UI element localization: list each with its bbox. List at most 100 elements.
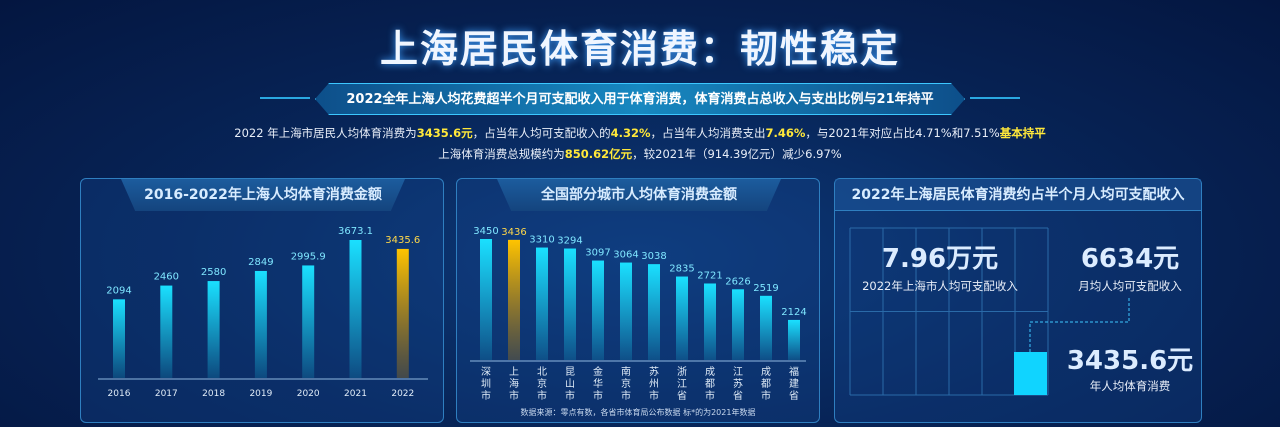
consumption-square <box>1014 352 1047 395</box>
bar <box>113 299 125 378</box>
tick-label: 2016 <box>108 389 131 399</box>
tick-label: 江 <box>733 366 743 378</box>
tick-label: 都 <box>761 378 771 390</box>
data-label: 2094 <box>106 285 131 296</box>
tick-label: 市 <box>593 389 603 402</box>
sport-consumption-value: 3435.6元 <box>1066 346 1194 376</box>
bar <box>396 248 409 378</box>
tick-label: 昆 <box>565 366 575 378</box>
data-label: 3294 <box>557 236 582 247</box>
bar <box>508 239 520 360</box>
tick-label: 市 <box>705 389 715 402</box>
tick-label: 南 <box>621 365 631 378</box>
tick-label: 市 <box>537 389 547 402</box>
bar <box>302 265 315 378</box>
data-label: 3450 <box>473 226 498 237</box>
monthly-income-caption: 月均人均可支配收入 <box>1078 279 1182 293</box>
banner-decoration-left <box>260 97 310 99</box>
tick-label: 江 <box>677 378 687 390</box>
tick-label: 省 <box>733 389 743 402</box>
monthly-income-value: 6634元 <box>1080 244 1180 274</box>
tick-label: 福 <box>789 365 799 378</box>
panel-title: 2022年上海居民体育消费约占半个月人均可支配收入 <box>835 179 1201 211</box>
tick-label: 都 <box>705 378 715 390</box>
tick-label: 成 <box>761 366 771 378</box>
bar <box>254 270 267 378</box>
tick-label: 市 <box>481 389 491 402</box>
banner-decoration-right <box>970 97 1020 99</box>
bar <box>788 319 800 360</box>
tick-label: 华 <box>593 377 603 390</box>
tick-label: 市 <box>509 389 519 402</box>
tick-label: 省 <box>789 389 799 402</box>
bar <box>480 239 492 360</box>
bar <box>207 281 220 378</box>
data-label: 2626 <box>725 276 750 287</box>
tick-label: 2017 <box>155 389 178 399</box>
tick-label: 州 <box>649 378 659 390</box>
bar <box>620 262 632 360</box>
data-label: 2519 <box>753 283 778 294</box>
data-source-note: 数据来源：零点有数，各省市体育局公布数据 标*的为2021年数据 <box>520 408 756 417</box>
bar <box>592 260 604 360</box>
tick-label: 2021 <box>344 389 367 399</box>
panel-title: 全国部分城市人均体育消费金额 <box>497 179 781 211</box>
data-label: 3097 <box>585 248 610 259</box>
tick-label: 苏 <box>733 377 743 390</box>
tick-label: 京 <box>537 377 547 390</box>
tick-label: 京 <box>621 377 631 390</box>
tick-label: 北 <box>537 366 547 378</box>
tick-label: 浙 <box>677 366 687 378</box>
bar <box>536 247 548 360</box>
tick-label: 苏 <box>649 365 659 378</box>
tick-label: 上 <box>509 366 519 378</box>
tick-label: 2022 <box>391 389 414 399</box>
data-label: 3310 <box>529 235 554 246</box>
data-label: 3064 <box>613 250 638 261</box>
bar <box>648 264 660 360</box>
data-label: 3436 <box>501 227 526 238</box>
tick-label: 2020 <box>297 389 320 399</box>
income-value: 7.96万元 <box>881 244 999 274</box>
tick-label: 市 <box>565 389 575 402</box>
tick-label: 市 <box>761 389 771 402</box>
tick-label: 山 <box>565 378 575 390</box>
bar <box>160 285 173 378</box>
tick-label: 省 <box>677 389 687 402</box>
summary-line-2: 上海体育消费总规模约为850.62亿元，较2021年（914.39亿元）减少6.… <box>438 147 842 161</box>
bar <box>676 276 688 360</box>
data-label: 2849 <box>248 257 273 268</box>
tick-label: 圳 <box>481 378 491 390</box>
sport-consumption-caption: 年人均体育消费 <box>1089 379 1171 393</box>
income-caption: 2022年上海市人均可支配收入 <box>862 279 1018 293</box>
bar <box>564 248 576 360</box>
data-label: 2580 <box>201 267 226 278</box>
connector-line <box>1030 297 1130 323</box>
bar <box>732 289 744 360</box>
tick-label: 金 <box>593 365 603 378</box>
page-title: 上海居民体育消费：韧性稳定 <box>379 27 900 71</box>
data-label: 2835 <box>669 264 694 275</box>
tick-label: 市 <box>621 389 631 402</box>
tick-label: 2019 <box>249 389 272 399</box>
summary-line-1: 2022 年上海市居民人均体育消费为3435.6元，占当年人均可支配收入的4.3… <box>234 126 1046 140</box>
bar <box>760 295 772 360</box>
bar <box>704 283 716 360</box>
tick-label: 2018 <box>202 389 225 399</box>
data-label: 3038 <box>641 251 666 262</box>
headline-banner: 2022全年上海人均花费超半个月可支配收入用于体育消费，体育消费占总收入与支出比… <box>315 83 965 115</box>
tick-label: 市 <box>649 389 659 402</box>
panel-title: 2016-2022年上海人均体育消费金额 <box>121 179 405 211</box>
data-label: 3673.1 <box>338 226 373 237</box>
bar <box>349 240 362 378</box>
tick-label: 深 <box>481 366 491 378</box>
tick-label: 成 <box>705 366 715 378</box>
data-label: 3435.6 <box>385 235 420 246</box>
data-label: 2995.9 <box>291 251 326 262</box>
tick-label: 海 <box>509 377 519 390</box>
data-label: 2721 <box>697 270 722 281</box>
data-label: 2460 <box>154 272 179 283</box>
tick-label: 建 <box>789 377 799 390</box>
data-label: 2124 <box>781 307 806 318</box>
